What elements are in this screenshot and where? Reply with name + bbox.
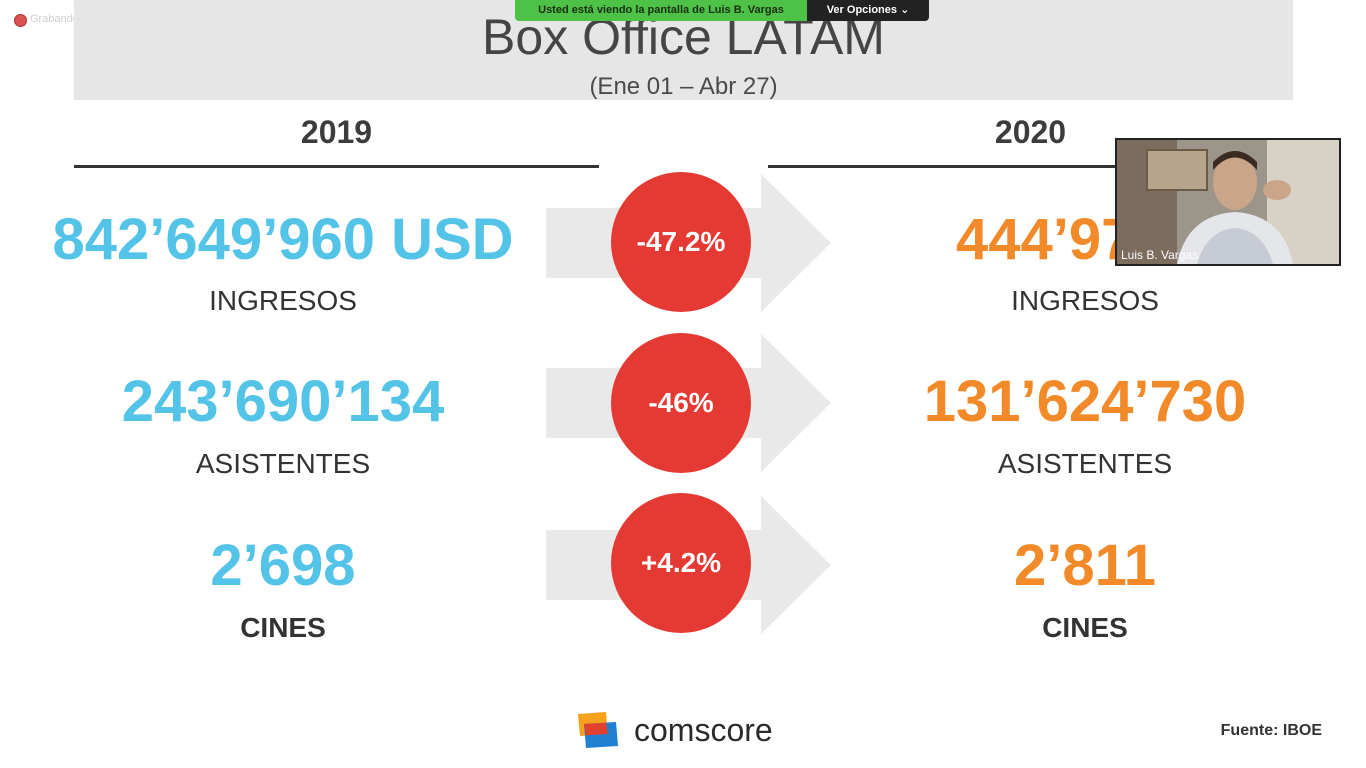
cinemas-2020-value: 2’811	[1014, 533, 1156, 598]
source-note: Fuente: IBOE	[1220, 722, 1322, 739]
divider-right	[768, 165, 1293, 168]
change-badge-attendance: -46%	[611, 333, 751, 473]
participant-name: Luis B. Vargas	[1121, 248, 1199, 262]
revenue-2019-label: INGRESOS	[209, 285, 357, 316]
participant-video-tile[interactable]: Luis B. Vargas	[1115, 138, 1341, 266]
screen-share-banner: Usted está viendo la pantalla de Luis B.…	[515, 0, 929, 21]
recording-dot-icon	[14, 14, 27, 27]
brand-name: comscore	[634, 712, 773, 748]
attendance-2020-label: ASISTENTES	[997, 448, 1173, 479]
comscore-logo-icon	[578, 712, 618, 748]
slide-subtitle: (Ene 01 – Abr 27)	[589, 73, 778, 100]
participant-video-feed	[1117, 140, 1339, 264]
revenue-2019-value: 842’649’960 USD	[52, 207, 514, 272]
change-badge-revenue: -47.2%	[611, 172, 751, 312]
change-badge-cinemas: +4.2%	[611, 493, 751, 633]
cinemas-2019-label: CINES	[240, 612, 326, 643]
year-left-heading: 2019	[300, 114, 373, 150]
attendance-2019-label: ASISTENTES	[195, 448, 371, 479]
cinemas-2019-value: 2’698	[210, 533, 356, 598]
cinemas-2020-label: CINES	[1042, 612, 1128, 643]
attendance-2020-value: 131’624’730	[923, 369, 1247, 434]
screen-share-text: Usted está viendo la pantalla de Luis B.…	[515, 0, 807, 21]
view-options-button[interactable]: Ver Opciones ⌄	[807, 0, 929, 21]
year-right-heading: 2020	[994, 114, 1067, 150]
recording-label: Grabando	[30, 13, 79, 25]
revenue-2020-label: INGRESOS	[1011, 285, 1159, 316]
attendance-2019-value: 243’690’134	[121, 369, 445, 434]
divider-left	[74, 165, 599, 168]
